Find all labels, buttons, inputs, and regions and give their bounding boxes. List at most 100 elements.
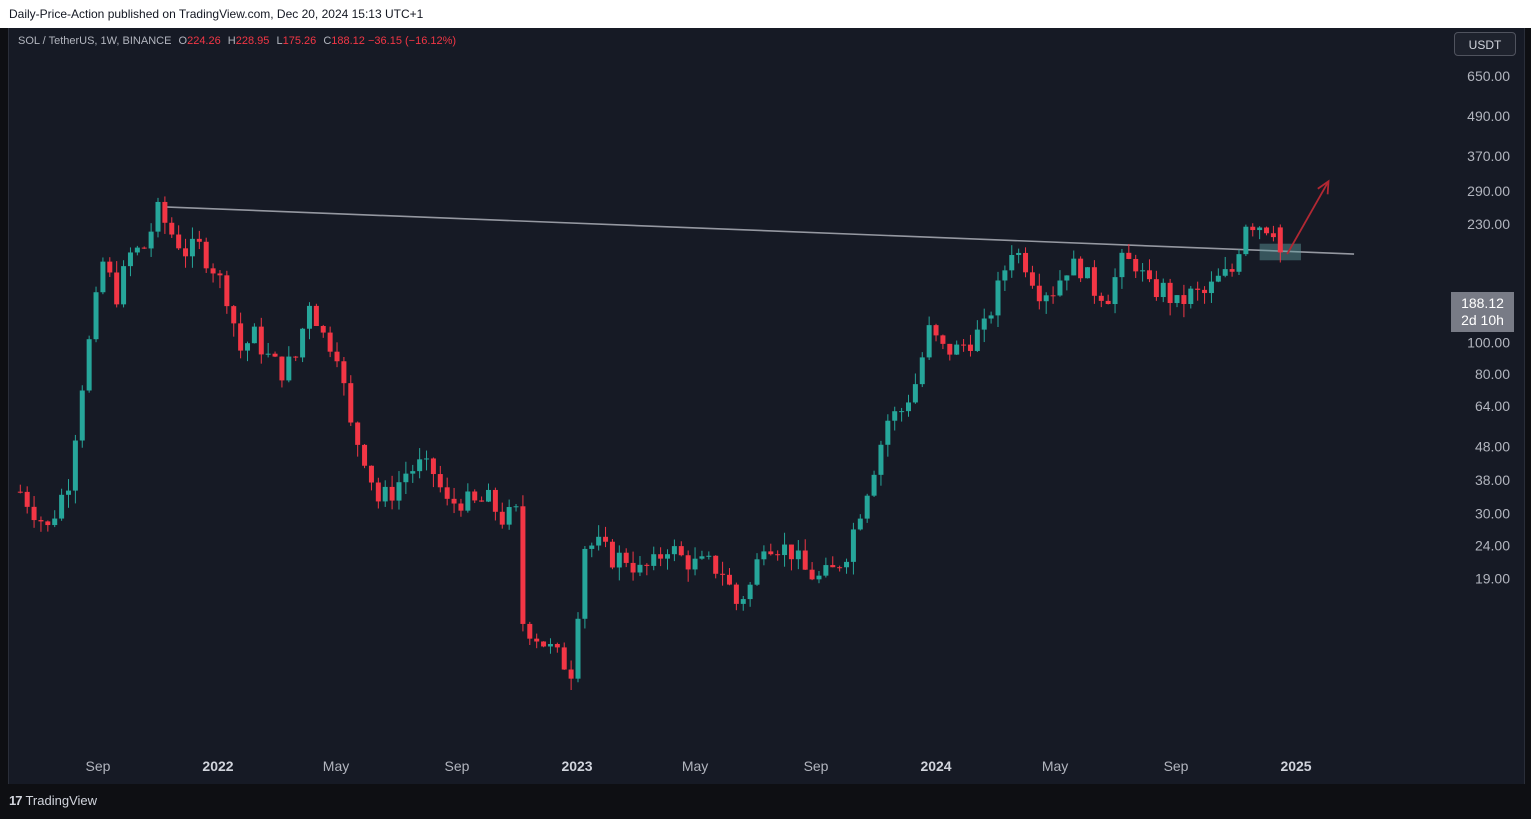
candle-down <box>231 306 237 324</box>
projection-arrow[interactable] <box>1286 180 1330 255</box>
candle-up <box>988 315 994 319</box>
candle-up <box>1236 254 1242 272</box>
currency-button[interactable]: USDT <box>1454 32 1516 56</box>
candle-down <box>1167 282 1173 304</box>
publication-bar: Daily-Price-Action published on TradingV… <box>0 0 1531 28</box>
candle-up <box>1057 280 1063 296</box>
candle-up <box>582 548 588 619</box>
candle-up <box>761 551 767 560</box>
candle-down <box>368 465 374 483</box>
candle-up <box>306 305 312 329</box>
candle-down <box>499 511 505 525</box>
candle-down <box>169 222 175 235</box>
candle-down <box>327 332 333 352</box>
candle-up <box>127 252 133 267</box>
open-value: 224.26 <box>187 35 221 47</box>
candle-up <box>616 552 622 568</box>
candle-up <box>871 474 877 496</box>
candle-up <box>251 326 257 344</box>
candle-down <box>451 498 457 504</box>
price-axis-label: 48.00 <box>1475 439 1510 455</box>
candle-down <box>644 564 650 566</box>
candle-up <box>1188 288 1194 304</box>
candle-up <box>59 494 65 519</box>
candle-down <box>1023 252 1029 273</box>
last-price: 188.12 <box>1461 295 1504 311</box>
candle-down <box>520 506 526 624</box>
candle-up <box>1208 281 1214 294</box>
candle-down <box>1153 279 1159 298</box>
candle-down <box>430 458 436 475</box>
candle-down <box>1250 226 1256 231</box>
candle-down <box>561 647 567 670</box>
candle-up <box>424 458 430 460</box>
candle-down <box>162 201 168 223</box>
candle-down <box>788 544 794 560</box>
time-axis-label: 2022 <box>202 758 233 774</box>
chart-pane[interactable] <box>8 28 1525 784</box>
price-axis-label: 38.00 <box>1475 472 1510 488</box>
candle-down <box>107 261 113 273</box>
resistance-trendline[interactable] <box>164 206 1355 255</box>
candle-up <box>100 261 106 293</box>
candle-up <box>417 459 423 472</box>
candle-down <box>279 356 285 381</box>
candle-current <box>1277 227 1283 253</box>
candle-down <box>224 275 230 307</box>
candle-down <box>534 638 540 642</box>
open-label: O <box>178 35 188 47</box>
candle-up <box>974 329 980 351</box>
time-axis-label: May <box>1042 758 1068 774</box>
tradingview-logo[interactable]: 17 TradingView <box>9 793 97 808</box>
candle-up <box>1016 252 1022 256</box>
bar-countdown: 2d 10h <box>1461 312 1504 328</box>
candle-down <box>1181 295 1187 304</box>
candle-down <box>1126 252 1132 259</box>
candle-down <box>176 234 182 249</box>
candle-up <box>637 564 643 573</box>
low-value: 175.26 <box>282 35 317 47</box>
candle-up <box>692 558 698 570</box>
candle-down <box>713 555 719 574</box>
candle-down <box>720 573 726 575</box>
candle-down <box>24 491 30 507</box>
candle-down <box>472 491 478 501</box>
candle-down <box>458 503 464 511</box>
candle-up <box>485 489 491 502</box>
candle-up <box>795 550 801 560</box>
footer <box>0 784 1531 819</box>
candle-down <box>1036 285 1042 302</box>
candle-down <box>1229 269 1235 272</box>
candle-down <box>837 567 843 569</box>
candle-down <box>947 343 953 355</box>
candle-up <box>699 556 705 559</box>
candle-down <box>685 555 691 570</box>
candle-up <box>148 231 154 249</box>
candle-up <box>300 328 306 358</box>
candle-down <box>492 489 498 512</box>
candle-down <box>623 552 629 563</box>
candle-down <box>726 574 732 585</box>
candle-up <box>1002 270 1008 281</box>
candle-down <box>775 554 781 556</box>
candle-down <box>830 565 836 568</box>
symbol-name[interactable]: SOL / TetherUS, 1W, BINANCE <box>18 35 172 47</box>
close-value: 188.12 <box>331 35 365 47</box>
candle-down <box>141 247 147 249</box>
time-axis-label: Sep <box>445 758 470 774</box>
candle-up <box>885 420 891 445</box>
candle-down <box>272 353 278 357</box>
projection-arrow-layer <box>1286 179 1330 255</box>
candle-up <box>65 490 71 495</box>
candle-up <box>899 411 905 413</box>
candle-down <box>1264 227 1270 234</box>
candle-down <box>341 361 347 384</box>
candle-down <box>603 536 609 542</box>
candle-down <box>31 506 37 521</box>
candle-up <box>1064 275 1070 281</box>
candle-up <box>864 495 870 519</box>
candle-up <box>981 318 987 330</box>
time-axis-label: Sep <box>804 758 829 774</box>
candle-up <box>1243 226 1249 255</box>
